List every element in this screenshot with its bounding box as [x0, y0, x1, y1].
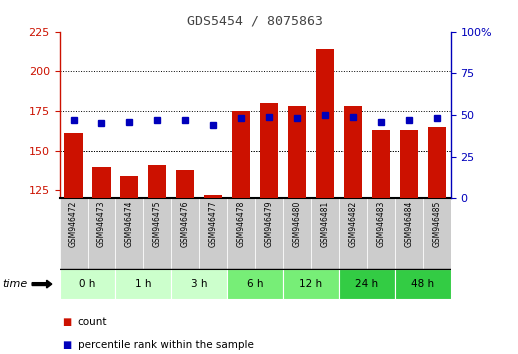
Bar	[367, 198, 395, 269]
Bar	[395, 198, 423, 269]
Bar	[288, 106, 306, 354]
Bar	[227, 198, 255, 269]
Text: 1 h: 1 h	[135, 279, 152, 289]
Bar	[316, 49, 334, 354]
Text: 48 h: 48 h	[411, 279, 434, 289]
Bar	[311, 198, 339, 269]
Bar	[88, 198, 116, 269]
Bar	[283, 269, 339, 299]
Text: GSM946472: GSM946472	[69, 200, 78, 247]
Text: GSM946477: GSM946477	[209, 200, 218, 247]
Bar	[116, 269, 171, 299]
Bar	[400, 130, 418, 354]
Text: GSM946473: GSM946473	[97, 200, 106, 247]
Bar	[60, 269, 116, 299]
Bar	[395, 269, 451, 299]
Text: ■: ■	[62, 340, 71, 350]
Bar	[60, 198, 88, 269]
Text: GSM946476: GSM946476	[181, 200, 190, 247]
Bar	[120, 176, 138, 354]
Text: 24 h: 24 h	[355, 279, 379, 289]
Text: GSM946475: GSM946475	[153, 200, 162, 247]
Bar	[423, 198, 451, 269]
Text: GSM946478: GSM946478	[237, 200, 246, 247]
Bar	[260, 103, 278, 354]
Bar	[227, 269, 283, 299]
Text: GSM946479: GSM946479	[265, 200, 274, 247]
Bar	[64, 133, 82, 354]
Bar	[255, 198, 283, 269]
Bar	[339, 269, 395, 299]
Text: GSM946482: GSM946482	[349, 200, 357, 247]
Bar	[428, 127, 446, 354]
Bar	[176, 170, 194, 354]
Text: time: time	[3, 279, 28, 289]
Text: 3 h: 3 h	[191, 279, 208, 289]
Text: GSM946484: GSM946484	[404, 200, 413, 247]
Bar	[143, 198, 171, 269]
Bar	[283, 198, 311, 269]
Bar	[171, 269, 227, 299]
Bar	[171, 198, 199, 269]
Text: 12 h: 12 h	[299, 279, 323, 289]
Text: count: count	[78, 317, 107, 327]
Bar	[92, 166, 110, 354]
Text: GDS5454 / 8075863: GDS5454 / 8075863	[187, 14, 323, 27]
Text: GSM946474: GSM946474	[125, 200, 134, 247]
Bar	[372, 130, 390, 354]
Text: GSM946481: GSM946481	[321, 200, 329, 247]
Bar	[204, 195, 222, 354]
Bar	[148, 165, 166, 354]
Bar	[339, 198, 367, 269]
Text: percentile rank within the sample: percentile rank within the sample	[78, 340, 254, 350]
Bar	[344, 106, 362, 354]
Text: ■: ■	[62, 317, 71, 327]
Text: GSM946485: GSM946485	[432, 200, 441, 247]
Text: GSM946483: GSM946483	[376, 200, 385, 247]
Text: GSM946480: GSM946480	[293, 200, 301, 247]
Bar	[199, 198, 227, 269]
Text: 6 h: 6 h	[247, 279, 263, 289]
Bar	[116, 198, 143, 269]
Text: 0 h: 0 h	[79, 279, 96, 289]
Bar	[232, 111, 250, 354]
